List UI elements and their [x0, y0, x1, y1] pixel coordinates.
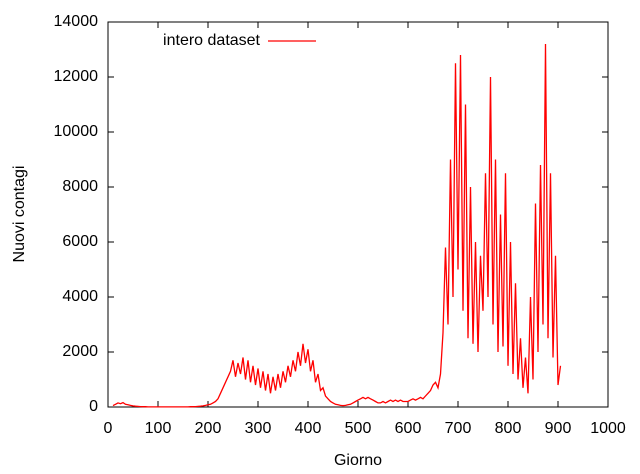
x-tick-label: 100: [145, 420, 172, 437]
y-tick-label: 12000: [54, 68, 99, 85]
x-tick-label: 0: [104, 420, 113, 437]
x-tick-label: 1000: [590, 420, 626, 437]
y-tick-label: 8000: [62, 178, 98, 195]
x-tick-label: 400: [295, 420, 322, 437]
y-tick-label: 0: [89, 398, 98, 415]
y-tick-label: 14000: [54, 13, 99, 30]
x-tick-label: 800: [495, 420, 522, 437]
x-tick-label: 500: [345, 420, 372, 437]
x-tick-label: 600: [395, 420, 422, 437]
y-axis-label: Nuovi contagi: [11, 166, 28, 263]
x-tick-label: 900: [545, 420, 572, 437]
x-tick-label: 700: [445, 420, 472, 437]
y-tick-label: 4000: [62, 288, 98, 305]
legend-label: intero dataset: [163, 32, 261, 49]
x-tick-label: 300: [245, 420, 272, 437]
data-line: [112, 43, 562, 408]
y-tick-label: 6000: [62, 233, 98, 250]
y-tick-label: 10000: [54, 123, 99, 140]
y-tick-label: 2000: [62, 343, 98, 360]
x-tick-label: 200: [195, 420, 222, 437]
x-axis-label: Giorno: [334, 452, 382, 469]
